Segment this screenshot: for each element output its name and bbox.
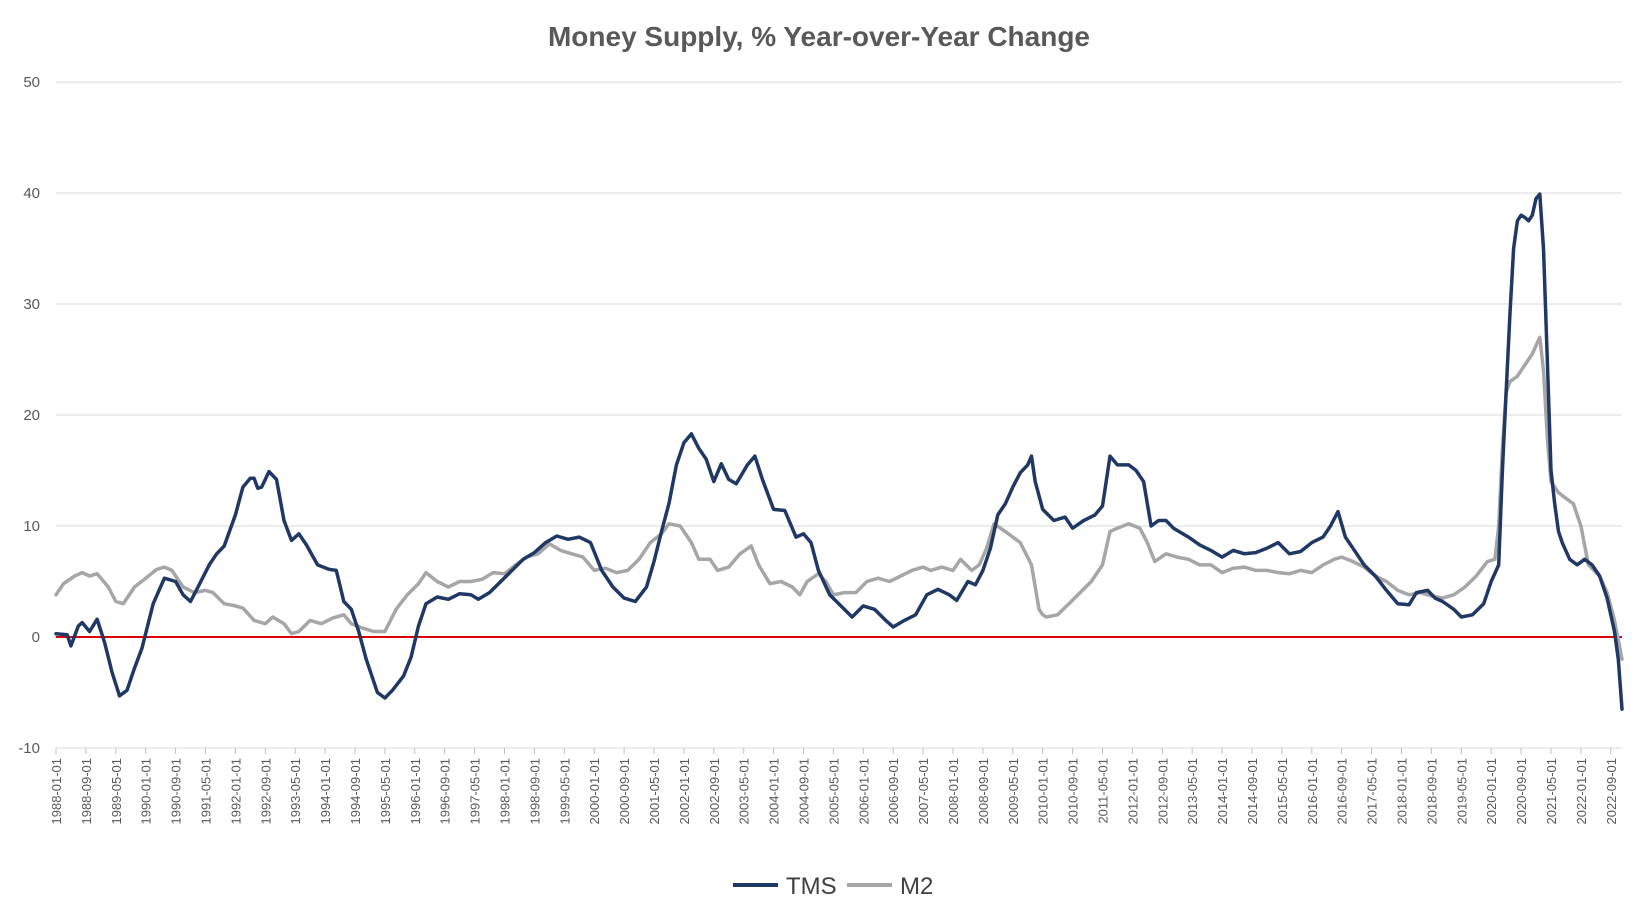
x-tick-label: 1988-01-01 — [49, 758, 64, 825]
x-tick-label: 2010-09-01 — [1066, 758, 1081, 825]
legend: TMS M2 — [733, 873, 933, 900]
x-tick-label: 2004-01-01 — [767, 758, 782, 825]
x-tick-label: 1991-05-01 — [198, 758, 213, 825]
x-tick-label: 1994-01-01 — [318, 758, 333, 825]
x-tick-label: 2010-01-01 — [1036, 758, 1051, 825]
x-tick-label: 1992-09-01 — [258, 758, 273, 825]
x-tick-label: 2001-05-01 — [647, 758, 662, 825]
chart-title: Money Supply, % Year-over-Year Change — [548, 21, 1090, 52]
x-tick-label: 1988-09-01 — [79, 758, 94, 825]
x-tick-label: 1995-05-01 — [378, 758, 393, 825]
x-tick-label: 2022-09-01 — [1604, 758, 1619, 825]
y-tick-label: 30 — [23, 296, 40, 313]
x-axis-ticks: 1988-01-01 1988-09-01 1989-05-01 1990-01-01… — [49, 748, 1619, 825]
x-tick-label: 2009-05-01 — [1006, 758, 1021, 825]
x-tick-label: 2005-05-01 — [826, 758, 841, 825]
series-line-m2 — [54, 335, 1624, 661]
x-tick-label: 2011-05-01 — [1095, 758, 1110, 824]
x-tick-label: 2006-01-01 — [856, 758, 871, 825]
gridlines — [56, 81, 1622, 749]
x-tick-label: 2002-01-01 — [677, 758, 692, 825]
x-tick-label: 2014-09-01 — [1245, 758, 1260, 825]
x-tick-label: 1990-01-01 — [139, 758, 154, 825]
x-tick-label: 2014-01-01 — [1215, 758, 1230, 825]
y-axis-ticks: -10 0 10 20 30 40 50 — [18, 74, 40, 757]
y-tick-label: 20 — [23, 407, 40, 424]
legend-label-m2: M2 — [900, 873, 933, 900]
x-tick-label: 2021-05-01 — [1544, 758, 1559, 825]
y-tick-label: -10 — [18, 740, 40, 757]
x-tick-label: 1989-05-01 — [109, 758, 124, 825]
x-tick-label: 1993-05-01 — [288, 758, 303, 825]
y-tick-label: 40 — [23, 185, 40, 202]
series-line-tms — [54, 192, 1624, 711]
x-tick-label: 1990-09-01 — [169, 758, 184, 825]
x-tick-label: 2020-09-01 — [1514, 758, 1529, 825]
x-tick-label: 1998-09-01 — [527, 758, 542, 825]
y-tick-label: 0 — [32, 629, 40, 646]
y-tick-label: 10 — [23, 518, 40, 535]
x-tick-label: 2018-01-01 — [1394, 758, 1409, 825]
x-tick-label: 2007-05-01 — [916, 758, 931, 825]
x-tick-label: 2016-09-01 — [1335, 758, 1350, 825]
x-tick-label: 2019-05-01 — [1454, 758, 1469, 825]
x-tick-label: 2017-05-01 — [1365, 758, 1380, 825]
x-tick-label: 2016-01-01 — [1305, 758, 1320, 825]
x-tick-label: 2000-01-01 — [587, 758, 602, 825]
x-tick-label: 2003-05-01 — [737, 758, 752, 825]
x-tick-label: 1996-09-01 — [438, 758, 453, 825]
x-tick-label: 1994-09-01 — [348, 758, 363, 825]
x-tick-label: 2008-01-01 — [946, 758, 961, 825]
x-tick-label: 2018-09-01 — [1424, 758, 1439, 825]
x-tick-label: 1997-05-01 — [468, 758, 483, 825]
series-lines — [54, 192, 1624, 711]
x-tick-label: 2002-09-01 — [707, 758, 722, 825]
x-tick-label: 2012-01-01 — [1125, 758, 1140, 825]
x-tick-label: 2012-09-01 — [1155, 758, 1170, 825]
x-tick-label: 2015-05-01 — [1275, 758, 1290, 825]
x-tick-label: 2006-09-01 — [886, 758, 901, 825]
x-tick-label: 2000-09-01 — [617, 758, 632, 825]
x-tick-label: 2004-09-01 — [796, 758, 811, 825]
x-tick-label: 2022-01-01 — [1574, 758, 1589, 825]
x-tick-label: 1999-05-01 — [557, 758, 572, 825]
x-tick-label: 2020-01-01 — [1484, 758, 1499, 825]
x-tick-label: 1992-01-01 — [228, 758, 243, 825]
y-tick-label: 50 — [23, 74, 40, 91]
x-tick-label: 1998-01-01 — [497, 758, 512, 825]
x-tick-label: 2013-05-01 — [1185, 758, 1200, 825]
legend-label-tms: TMS — [786, 873, 837, 900]
x-tick-label: 2008-09-01 — [976, 758, 991, 825]
x-tick-label: 1996-01-01 — [408, 758, 423, 825]
